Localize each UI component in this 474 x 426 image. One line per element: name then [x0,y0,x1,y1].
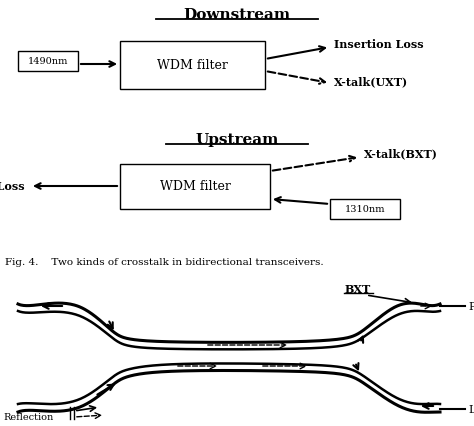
Text: Fig. 4.    Two kinds of crosstalk in bidirectional transceivers.: Fig. 4. Two kinds of crosstalk in bidire… [5,257,324,266]
Text: LD: LD [468,404,474,414]
FancyBboxPatch shape [120,42,265,90]
Text: 1310nm: 1310nm [345,205,385,214]
FancyBboxPatch shape [18,52,78,72]
Text: 1490nm: 1490nm [28,58,68,66]
Text: Reflection: Reflection [3,412,53,421]
Text: WDM filter: WDM filter [160,180,230,193]
Text: PD: PD [468,301,474,311]
Text: WDM filter: WDM filter [156,59,228,72]
Text: BXT: BXT [345,283,371,294]
FancyBboxPatch shape [330,199,400,219]
Text: X-talk(UXT): X-talk(UXT) [334,76,408,87]
Text: Insertion Loss: Insertion Loss [334,38,424,49]
Text: X-talk(BXT): X-talk(BXT) [364,148,438,159]
FancyBboxPatch shape [120,164,270,210]
Text: Upstream: Upstream [195,132,279,147]
Text: Insertion Loss: Insertion Loss [0,181,25,192]
Text: Downstream: Downstream [183,8,291,22]
